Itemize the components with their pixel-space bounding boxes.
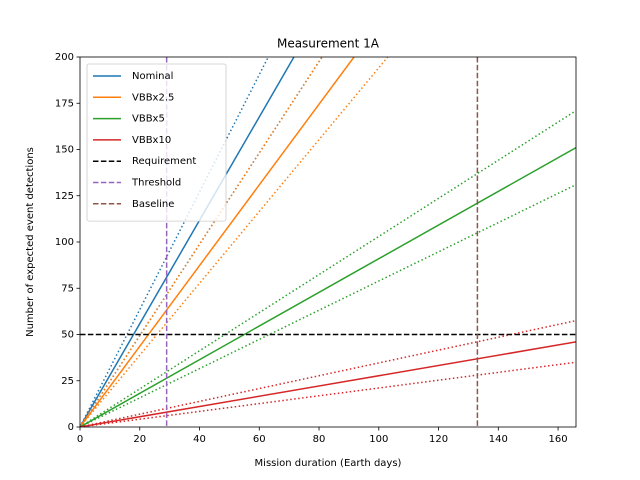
y-tick-label: 25 [61, 376, 74, 387]
y-tick-label: 150 [55, 145, 74, 156]
upper-bound-line [80, 57, 323, 427]
legend-label: Baseline [132, 199, 174, 210]
legend-label: VBBx2.5 [132, 92, 174, 103]
upper-bound-line [80, 319, 576, 427]
x-tick-label: 80 [313, 434, 326, 445]
x-tick-label: 40 [193, 434, 206, 445]
legend: Nominal VBBx2.5 VBBx5 VBBx10 Requirement Thre… [86, 63, 227, 222]
legend-label: VBBx10 [132, 135, 171, 146]
legend-label: VBBx5 [132, 114, 165, 125]
upper-bound-line [80, 57, 269, 427]
x-tick-label: 60 [253, 434, 266, 445]
x-tick-label: 0 [77, 434, 83, 445]
legend-label: Nominal [132, 71, 173, 82]
plot-lines [80, 57, 576, 427]
legend-label: Requirement [132, 156, 196, 167]
y-tick-label: 100 [55, 237, 74, 248]
y-tick-label: 50 [61, 330, 74, 341]
legend-label: Threshold [131, 178, 181, 189]
y-tick-label: 125 [55, 191, 74, 202]
series-line [80, 57, 355, 427]
x-tick-label: 120 [429, 434, 448, 445]
series-line [80, 146, 576, 427]
x-axis-label: Mission duration (Earth days) [255, 458, 402, 469]
x-tick-label: 160 [549, 434, 568, 445]
x-tick-label: 140 [489, 434, 508, 445]
lower-bound-line [80, 361, 576, 427]
y-tick-label: 175 [55, 98, 74, 109]
lower-bound-line [80, 183, 576, 427]
series-line [80, 341, 576, 427]
x-tick-label: 20 [133, 434, 146, 445]
y-axis-label: Number of expected event detections [25, 147, 36, 337]
series-line [80, 57, 295, 427]
y-tick-label: 200 [55, 52, 74, 63]
x-tick-label: 100 [369, 434, 388, 445]
y-tick-label: 75 [61, 283, 74, 294]
y-tick-label: 0 [68, 422, 74, 433]
lower-bound-line [80, 57, 389, 427]
legend-box [86, 63, 227, 222]
chart-title: Measurement 1A [277, 37, 380, 51]
